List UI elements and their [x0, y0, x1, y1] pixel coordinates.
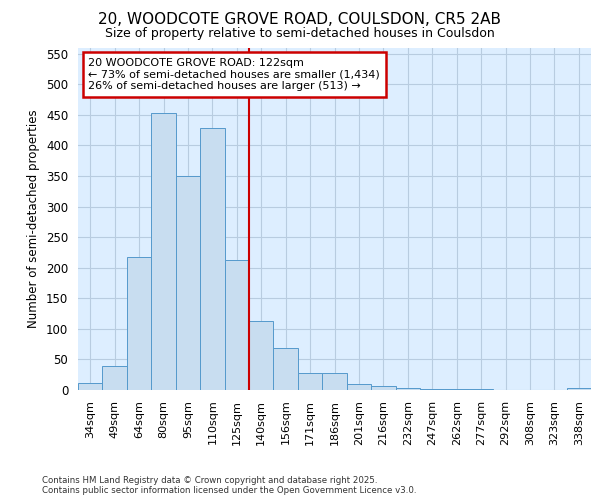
Bar	[566, 388, 591, 390]
Bar	[347, 384, 371, 390]
Bar	[274, 348, 298, 390]
Bar	[371, 386, 395, 390]
Bar	[127, 256, 151, 390]
Bar	[322, 374, 347, 390]
Bar	[103, 366, 127, 390]
Text: Contains HM Land Registry data © Crown copyright and database right 2025.
Contai: Contains HM Land Registry data © Crown c…	[42, 476, 416, 495]
Bar	[395, 388, 420, 390]
Bar	[78, 382, 103, 390]
Text: 20, WOODCOTE GROVE ROAD, COULSDON, CR5 2AB: 20, WOODCOTE GROVE ROAD, COULSDON, CR5 2…	[98, 12, 502, 28]
Bar	[420, 389, 445, 390]
Bar	[151, 113, 176, 390]
Y-axis label: Number of semi-detached properties: Number of semi-detached properties	[28, 110, 40, 328]
Bar	[298, 373, 322, 390]
Bar	[249, 321, 274, 390]
Text: Size of property relative to semi-detached houses in Coulsdon: Size of property relative to semi-detach…	[105, 28, 495, 40]
Bar	[176, 176, 200, 390]
Text: 20 WOODCOTE GROVE ROAD: 122sqm
← 73% of semi-detached houses are smaller (1,434): 20 WOODCOTE GROVE ROAD: 122sqm ← 73% of …	[88, 58, 380, 91]
Bar	[224, 260, 249, 390]
Bar	[200, 128, 224, 390]
